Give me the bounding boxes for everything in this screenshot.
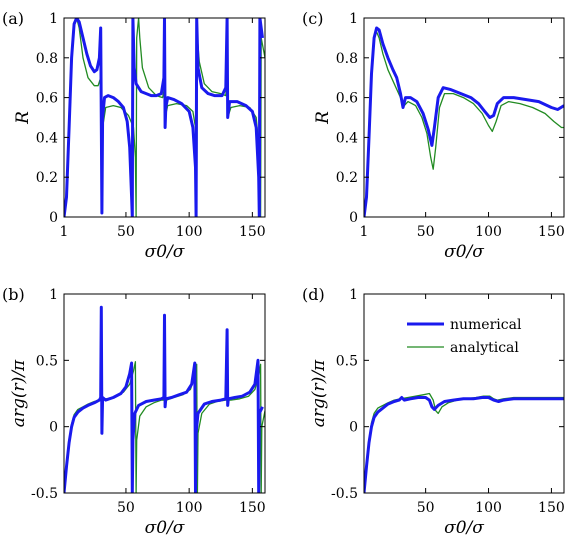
- x-axis-label: σ0/σ: [444, 242, 484, 262]
- x-tick-label: 100: [176, 500, 203, 516]
- x-tick-label: 150: [538, 500, 565, 516]
- x-tick-label: 150: [538, 224, 565, 240]
- panel-label: (c): [302, 9, 323, 28]
- x-tick-label: 1: [360, 224, 369, 240]
- panel-b: 50 100 150 -0.5 0 0.5 1 (b) σ0/σ arg(r)/π: [2, 285, 266, 538]
- panel-label: (b): [2, 285, 25, 304]
- y-tick-label: 0.5: [36, 353, 58, 369]
- x-tick-label: 50: [417, 224, 435, 240]
- y-tick-label: -0.5: [31, 486, 58, 502]
- x-axis-label: σ0/σ: [145, 518, 185, 538]
- x-tick-label: 50: [417, 500, 435, 516]
- legend-label-numerical: numerical: [450, 317, 522, 333]
- y-tick-label: 1: [49, 11, 58, 27]
- axes-frame: [363, 17, 565, 218]
- x-tick-label: 150: [239, 224, 266, 240]
- y-axis-label: R: [313, 111, 333, 125]
- y-axis-label: R: [13, 111, 33, 125]
- y-tick-label: 0.8: [336, 51, 358, 67]
- y-tick-label: 0.2: [36, 170, 58, 186]
- y-tick-label: 0.4: [36, 130, 58, 146]
- x-tick-label: 50: [117, 224, 135, 240]
- series-analytical-c: [364, 31, 564, 217]
- panel-label: (a): [2, 9, 24, 28]
- panel-d: 50 100 150 -0.5 0 0.5 1 (d) σ0/σ arg(r)/π numerica…: [302, 285, 565, 538]
- x-tick-label: 100: [475, 500, 502, 516]
- series-numerical-a: [64, 18, 264, 217]
- axes-frame: [363, 293, 565, 494]
- series-numerical-b: [64, 305, 264, 493]
- y-tick-label: 0: [349, 210, 358, 226]
- legend-label-analytical: analytical: [450, 340, 519, 356]
- y-tick-label: 1: [349, 11, 358, 27]
- y-tick-label: 0: [49, 210, 58, 226]
- y-tick-label: 1: [49, 287, 58, 303]
- y-tick-label: 0: [349, 420, 358, 436]
- y-tick-label: 0.2: [336, 170, 358, 186]
- x-axis-label: σ0/σ: [444, 518, 484, 538]
- axes-frame: [63, 293, 266, 494]
- y-tick-label: 0.4: [336, 130, 358, 146]
- y-tick-label: 0.6: [36, 91, 58, 107]
- y-tick-label: 0.8: [36, 51, 58, 67]
- y-tick-label: 1: [349, 287, 358, 303]
- y-tick-label: 0.5: [336, 353, 358, 369]
- series-analytical-d: [364, 392, 564, 493]
- x-tick-label: 100: [475, 224, 502, 240]
- axes-frame: [63, 17, 266, 218]
- y-tick-label: -0.5: [331, 486, 358, 502]
- series-numerical-d: [364, 396, 564, 493]
- panel-label: (d): [302, 285, 325, 304]
- series-numerical-c: [364, 26, 564, 217]
- x-tick-label: 1: [60, 224, 69, 240]
- legend: numerical analytical: [407, 317, 522, 356]
- y-axis-label: arg(r)/π: [9, 359, 29, 427]
- y-tick-label: 0: [49, 420, 58, 436]
- y-tick-label: 0.6: [336, 91, 358, 107]
- x-axis-label: σ0/σ: [145, 242, 185, 262]
- x-tick-label: 150: [239, 500, 266, 516]
- x-tick-label: 100: [176, 224, 203, 240]
- y-axis-label: arg(r)/π: [309, 359, 329, 427]
- x-tick-label: 50: [117, 500, 135, 516]
